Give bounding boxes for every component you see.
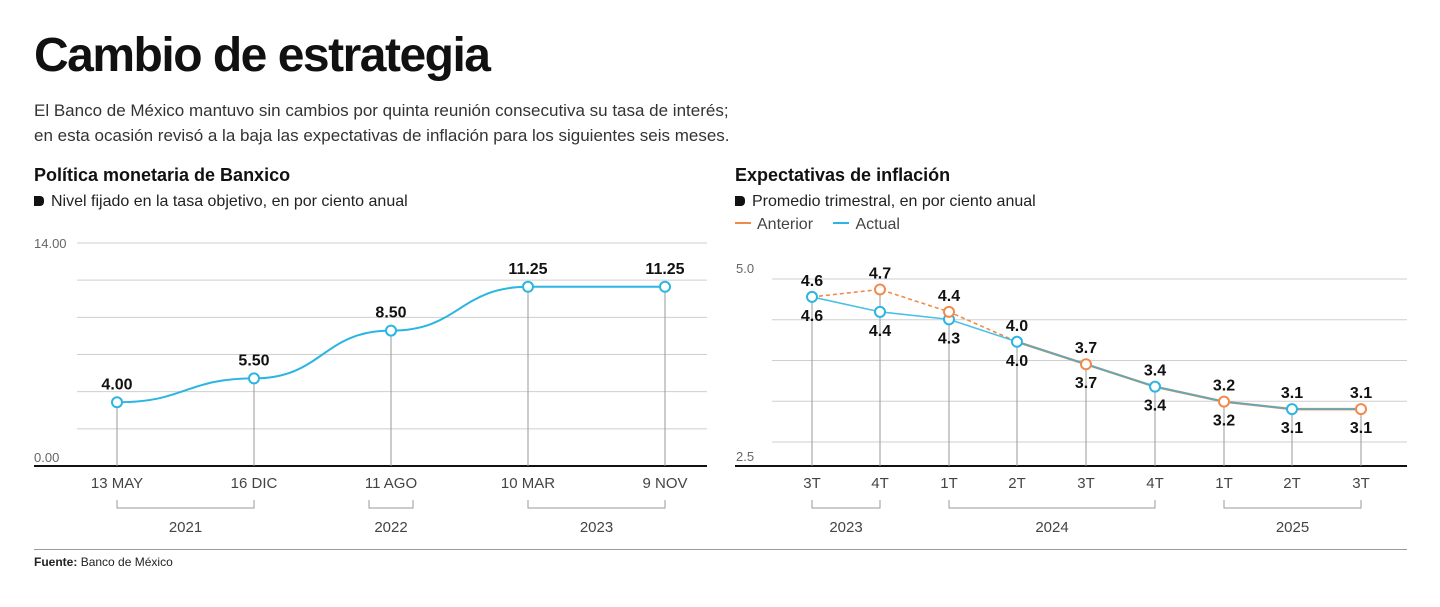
data-label-anterior: 3.2 (1213, 378, 1235, 395)
source-value: Banco de México (80, 555, 173, 569)
page-title: Cambio de estrategia (34, 29, 491, 82)
data-label-actual: 3.7 (1075, 375, 1097, 392)
x-tick-label: 4T (1146, 475, 1164, 492)
left-chart-subtitle: Nivel fijado en la tasa objetivo, en por… (34, 193, 408, 211)
data-label-actual: 3.4 (1144, 398, 1166, 415)
inflation-expectations-chart: 5.0 2.5 4.6 4.6 3T 4.7 4.4 4T 4.4 4.3 1T 4.0 4.0 2T 3.… (735, 261, 1407, 536)
y-tick-label: 14.00 (34, 236, 67, 251)
x-tick-label: 3T (1077, 475, 1095, 492)
data-label: 5.50 (238, 352, 269, 369)
source-note: Fuente: Banco de México (34, 555, 173, 569)
year-label: 2023 (829, 519, 862, 536)
year-label: 2021 (169, 519, 202, 536)
legend-swatch-actual (833, 222, 850, 224)
data-point-anterior (1218, 395, 1230, 408)
data-label-anterior: 4.4 (938, 288, 960, 305)
bullet-icon (735, 196, 745, 206)
data-point (248, 372, 260, 385)
data-label-actual: 4.6 (801, 308, 823, 325)
legend-item-anterior: Anterior (735, 216, 813, 234)
x-tick-label: 3T (1352, 475, 1370, 492)
source-label: Fuente: (34, 555, 78, 569)
data-label-anterior: 3.1 (1281, 385, 1303, 402)
x-tick-label: 13 MAY (91, 475, 143, 492)
subtitle-line-1: El Banco de México mantuvo sin cambios p… (34, 101, 729, 120)
right-chart-subtitle: Promedio trimestral, en por ciento anual (735, 193, 1036, 211)
legend-item-actual: Actual (833, 216, 900, 234)
left-chart-title: Política monetaria de Banxico (34, 165, 291, 185)
left-chart-subtitle-text: Nivel fijado en la tasa objetivo, en por… (51, 193, 408, 210)
x-tick-label: 1T (1215, 475, 1233, 492)
data-label-actual: 3.2 (1213, 413, 1235, 430)
data-label: 11.25 (645, 261, 684, 278)
data-point (522, 280, 534, 293)
x-tick-label: 2T (1008, 475, 1026, 492)
data-label-anterior: 4.0 (1006, 318, 1028, 335)
x-tick-label: 4T (871, 475, 889, 492)
data-label-actual: 3.1 (1350, 420, 1372, 437)
year-bracket (527, 500, 666, 509)
x-tick-label: 3T (803, 475, 821, 492)
data-point-anterior (874, 283, 886, 296)
data-point (111, 396, 123, 409)
y-tick-label: 5.0 (736, 261, 754, 276)
legend-swatch-anterior (735, 222, 751, 224)
data-label-actual: 3.1 (1281, 420, 1303, 437)
data-label: 4.00 (101, 376, 132, 393)
data-label-anterior: 3.4 (1144, 363, 1166, 380)
x-tick-label: 9 NOV (642, 475, 687, 492)
data-point-actual (1286, 403, 1298, 416)
x-tick-label: 10 MAR (501, 475, 555, 492)
year-label: 2025 (1276, 519, 1309, 536)
year-label: 2024 (1035, 519, 1068, 536)
data-label-anterior: 4.7 (869, 265, 891, 282)
year-label: 2023 (580, 519, 613, 536)
year-bracket (368, 500, 414, 509)
page-subtitle: El Banco de México mantuvo sin cambios p… (34, 98, 914, 148)
data-label: 8.50 (375, 305, 406, 322)
series-line-anterior (1016, 340, 1361, 411)
right-chart-subtitle-text: Promedio trimestral, en por ciento anual (752, 193, 1036, 210)
data-label-anterior: 3.1 (1350, 385, 1372, 402)
x-tick-label: 2T (1283, 475, 1301, 492)
y-tick-label: 2.5 (736, 449, 754, 464)
data-label-anterior: 4.6 (801, 273, 823, 290)
inflation-legend: Anterior Actual (735, 216, 916, 234)
data-point-actual (806, 290, 818, 303)
policy-rate-chart: 14.00 0.00 4.00 13 MAY 5.50 16 DIC 8.50 11 AGO 1… (34, 236, 707, 536)
year-label: 2022 (374, 519, 407, 536)
legend-label-actual: Actual (855, 216, 900, 233)
data-point-anterior (1355, 403, 1367, 416)
data-label-anterior: 3.7 (1075, 340, 1097, 357)
data-point-actual (1011, 335, 1023, 348)
footer-divider (34, 549, 1407, 550)
year-bracket (948, 500, 1156, 509)
data-label-actual: 4.0 (1006, 353, 1028, 370)
data-point-actual (874, 305, 886, 318)
x-tick-label: 16 DIC (231, 475, 278, 492)
data-label-actual: 4.3 (938, 330, 960, 347)
data-label-actual: 4.4 (869, 323, 891, 340)
bullet-icon (34, 196, 44, 206)
y-tick-label: 0.00 (34, 450, 59, 465)
data-point (659, 280, 671, 293)
year-bracket (811, 500, 881, 509)
data-point-actual (1149, 380, 1161, 393)
data-label: 11.25 (508, 261, 547, 278)
data-point (385, 324, 397, 337)
series-line-anterior (811, 288, 1018, 343)
data-point-anterior (1080, 358, 1092, 371)
x-tick-label: 1T (940, 475, 958, 492)
data-point-anterior (943, 305, 955, 318)
year-bracket (1223, 500, 1362, 509)
subtitle-line-2: en esta ocasión revisó a la baja las exp… (34, 126, 730, 145)
year-bracket (116, 500, 255, 509)
x-tick-label: 11 AGO (365, 475, 417, 492)
right-chart-title: Expectativas de inflación (735, 165, 951, 185)
legend-label-anterior: Anterior (757, 216, 814, 233)
